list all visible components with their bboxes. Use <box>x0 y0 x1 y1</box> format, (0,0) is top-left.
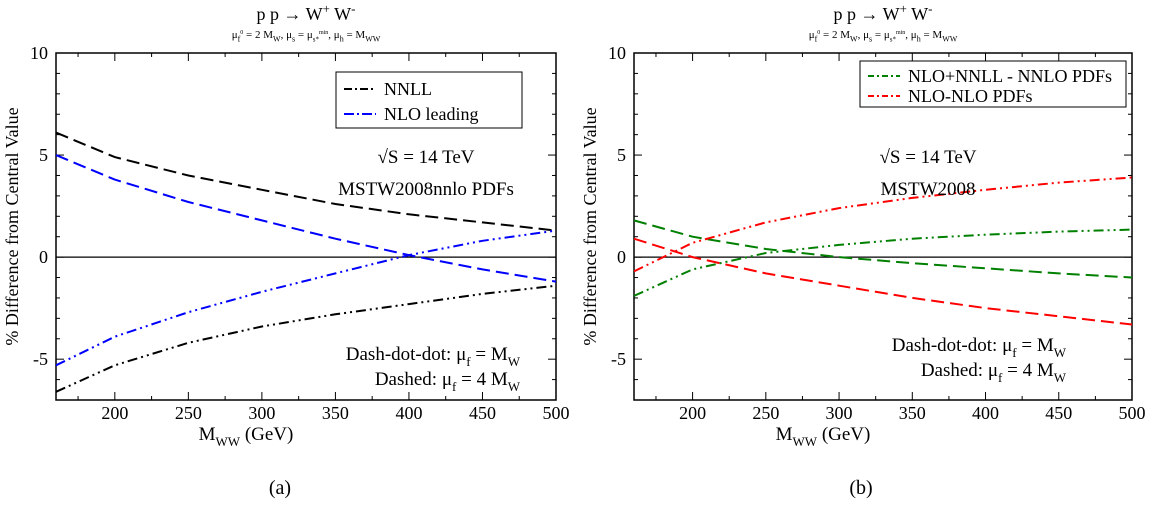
series-line-2 <box>633 176 1133 273</box>
scale-note-dashed: Dashed: μf = 4 MW <box>375 369 521 394</box>
energy-annotation: √S = 14 TeV <box>879 147 976 168</box>
y-tick-label: 10 <box>30 43 48 63</box>
x-tick-label: 400 <box>395 403 422 423</box>
y-tick-label: 5 <box>39 145 48 165</box>
chart-subtitle: μf0 = 2 MW, μs = μs*min, μh = MWW <box>232 29 381 44</box>
x-tick-label: 350 <box>322 403 349 423</box>
x-tick-label: 450 <box>469 403 496 423</box>
x-tick-label: 500 <box>1119 403 1146 423</box>
x-tick-label: 300 <box>826 403 853 423</box>
panel-caption: (b) <box>849 477 872 499</box>
chart-panel-b: p p → W+ W-μf0 = 2 MW, μs = μs*min, μh =… <box>580 1 1146 449</box>
chart-title: p p → W+ W- <box>257 1 356 24</box>
x-tick-label: 300 <box>248 403 275 423</box>
series-line-1 <box>633 219 1133 279</box>
legend: NNLL NLO leading <box>335 71 523 129</box>
y-axis-label: % Difference from Central Value <box>2 107 22 345</box>
x-axis-label: MWW (GeV) <box>199 424 294 449</box>
legend-label: NLO+NNLL - NNLO PDFs <box>908 66 1112 86</box>
chart-title: p p → W+ W- <box>834 1 933 24</box>
series-line-3 <box>55 229 557 367</box>
x-tick-label: 250 <box>175 403 202 423</box>
series-line-3 <box>633 237 1133 326</box>
panel-caption: (a) <box>269 477 291 499</box>
series-line-2 <box>55 154 557 283</box>
series-line-0 <box>633 228 1133 297</box>
legend-label: NLO leading <box>384 104 478 124</box>
scale-note-dashed: Dashed: μf = 4 MW <box>921 360 1067 385</box>
energy-annotation: √S = 14 TeV <box>377 147 474 168</box>
scale-note-dashdotdot: Dash-dot-dot: μf = MW <box>892 335 1067 360</box>
chart-panel-a: p p → W+ W-μf0 = 2 MW, μs = μs*min, μh =… <box>2 1 570 449</box>
x-tick-label: 200 <box>679 403 706 423</box>
legend-label: NLO-NLO PDFs <box>908 86 1033 106</box>
x-axis-label: MWW (GeV) <box>776 424 871 449</box>
x-tick-label: 350 <box>899 403 926 423</box>
y-tick-label: 0 <box>617 247 626 267</box>
legend-label: NNLL <box>384 79 432 99</box>
y-tick-label: -5 <box>33 349 48 369</box>
plot-frame <box>633 52 1133 401</box>
chart-subtitle: μf0 = 2 MW, μs = μs*min, μh = MWW <box>809 29 958 44</box>
x-tick-label: 200 <box>101 403 128 423</box>
y-tick-label: 0 <box>39 247 48 267</box>
x-tick-label: 450 <box>1045 403 1072 423</box>
y-tick-label: 5 <box>617 145 626 165</box>
pdf-annotation: MSTW2008 <box>881 179 976 200</box>
pdf-annotation: MSTW2008nnlo PDFs <box>338 179 514 200</box>
series-line-0 <box>55 131 557 232</box>
legend-box <box>335 71 523 129</box>
x-tick-label: 250 <box>752 403 779 423</box>
plot-frame <box>55 52 557 401</box>
y-tick-label: -5 <box>611 349 626 369</box>
y-tick-label: 10 <box>608 43 626 63</box>
legend-box <box>859 60 1127 108</box>
x-tick-label: 500 <box>543 403 570 423</box>
y-axis-label: % Difference from Central Value <box>580 107 600 345</box>
x-tick-label: 400 <box>972 403 999 423</box>
scale-note-dashdotdot: Dash-dot-dot: μf = MW <box>346 344 521 369</box>
